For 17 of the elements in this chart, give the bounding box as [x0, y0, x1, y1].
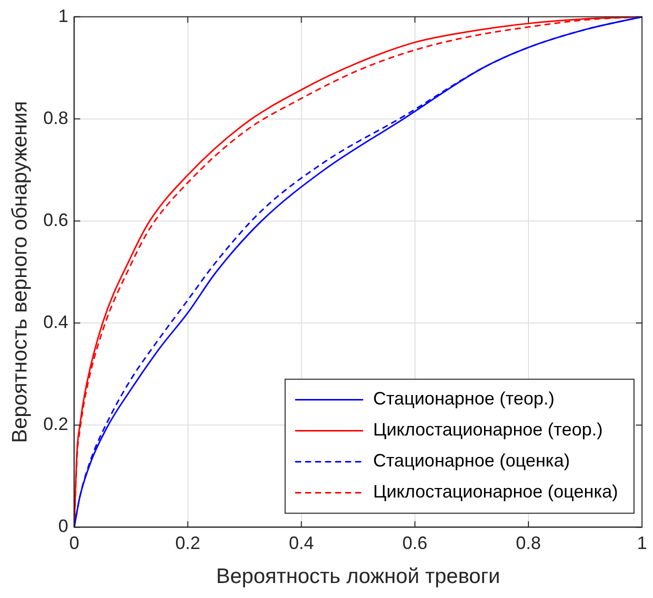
y-tick-label: 0.4	[43, 312, 68, 332]
x-tick-label: 1	[636, 532, 647, 553]
x-tick-label: 0.2	[175, 532, 200, 553]
x-tick-label: 0.8	[516, 532, 541, 553]
legend-label: Циклостационарное (теор.)	[373, 420, 603, 440]
y-tick-label: 0.2	[43, 414, 68, 434]
y-tick-label: 1	[58, 6, 68, 26]
legend-label: Циклостационарное (оценка)	[373, 482, 618, 502]
y-tick-label: 0.8	[43, 108, 68, 128]
x-axis-title: Вероятность ложной тревоги	[216, 565, 500, 588]
y-tick-label: 0	[58, 516, 68, 536]
y-axis-title: Вероятность верного обнаружения	[8, 100, 32, 444]
x-tick-label: 0.4	[288, 532, 314, 553]
legend-label: Стационарное (оценка)	[373, 450, 570, 471]
y-tick-label: 0.6	[43, 210, 68, 230]
legend-label: Стационарное (теор.)	[373, 388, 555, 409]
x-tick-label: 0.6	[402, 532, 428, 553]
